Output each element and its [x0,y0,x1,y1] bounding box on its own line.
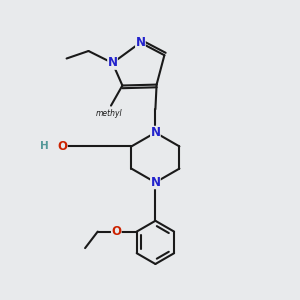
Text: N: N [150,126,161,139]
Text: O: O [57,140,68,153]
Text: N: N [107,56,118,70]
Text: N: N [150,176,161,189]
Text: methyl: methyl [96,109,123,118]
Text: H: H [40,141,49,152]
Text: O: O [111,225,121,238]
Text: N: N [135,36,146,49]
